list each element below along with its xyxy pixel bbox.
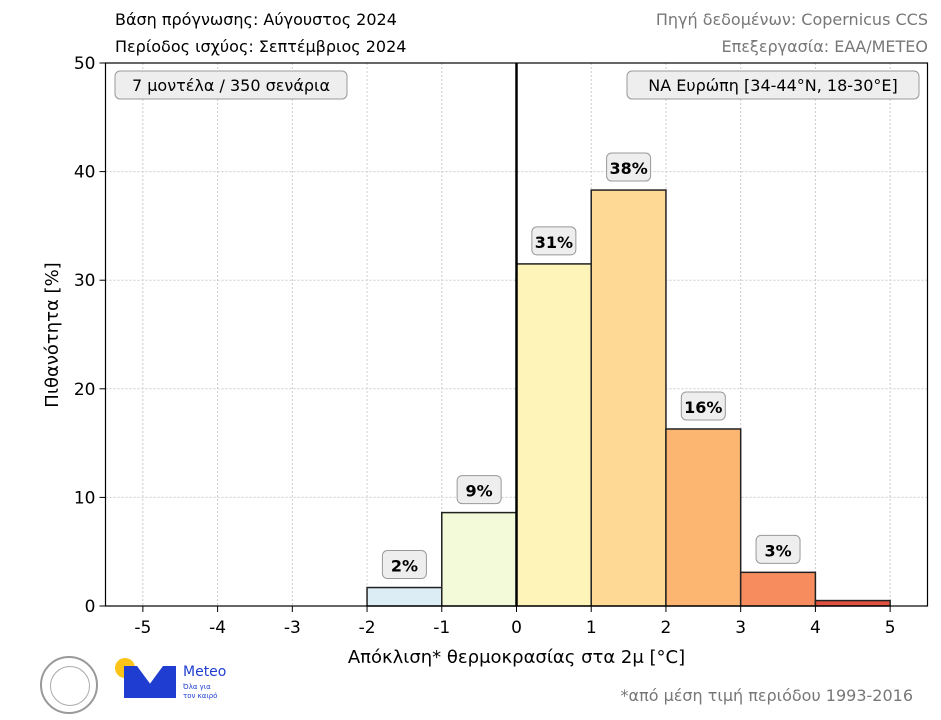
bar-label-box: [531, 226, 577, 256]
x-tick-label: 1: [586, 618, 597, 638]
data-source: Πηγή δεδομένων: Copernicus CCS: [655, 10, 928, 29]
bar-label-box: [456, 475, 502, 505]
x-tick-label: 0: [511, 618, 522, 638]
noa-logo: [40, 656, 98, 714]
y-axis-label: Πιθανότητα [%]: [42, 262, 63, 407]
annotation-left-box: [114, 70, 348, 100]
bar-0-1: [515, 263, 592, 607]
bar-label: 2%: [391, 557, 418, 576]
y-tick-label: 10: [74, 488, 96, 508]
plot-frame: [104, 62, 929, 607]
bar-2-3: [665, 428, 742, 607]
x-tick-label: -4: [209, 618, 226, 638]
y-tick-label: 40: [74, 163, 96, 183]
y-tick-label: 50: [74, 54, 96, 74]
x-tick-label: -5: [134, 618, 151, 638]
bar-label: 3%: [764, 541, 791, 560]
bar-label: 38%: [609, 159, 647, 178]
footnote: *από μέση τιμή περιόδου 1993-2016: [620, 686, 913, 705]
bar-label-box: [606, 152, 652, 182]
bar-1-2: [590, 189, 667, 607]
meteo-logo: Meteo Όλα για τον καιρό: [115, 658, 235, 703]
bar-label: 31%: [535, 233, 573, 252]
annotation-right: ΝΑ Ευρώπη [34-44°N, 18-30°E]: [648, 76, 898, 95]
x-tick-label: 3: [735, 618, 746, 638]
x-axis-label: Απόκλιση* θερμοκρασίας στα 2μ [°C]: [348, 647, 685, 668]
x-tick-label: -1: [433, 618, 450, 638]
bar--1-0: [441, 511, 518, 607]
processing: Επεξεργασία: ΕΑΑ/METEO: [721, 37, 929, 56]
x-tick-label: 4: [810, 618, 821, 638]
bar-label-box: [680, 391, 726, 421]
y-tick-label: 20: [74, 380, 96, 400]
valid-period: Περίοδος ισχύος: Σεπτέμβριος 2024: [115, 37, 407, 56]
bar-4-5: [814, 599, 891, 607]
bar-label-box: [381, 550, 427, 580]
bar-label-box: [755, 534, 801, 564]
x-tick-label: -3: [284, 618, 301, 638]
annotation-left: 7 μοντέλα / 350 σενάρια: [132, 76, 330, 95]
y-tick-label: 30: [74, 271, 96, 291]
annotation-right-box: [626, 70, 920, 100]
bar-3-4: [739, 571, 817, 607]
bar-label: 16%: [684, 398, 722, 417]
x-tick-label: 5: [885, 618, 896, 638]
bar--2--1: [366, 586, 443, 607]
y-tick-label: 0: [85, 597, 96, 617]
bar-label: 9%: [466, 482, 493, 501]
x-tick-label: -2: [359, 618, 376, 638]
forecast-base: Βάση πρόγνωσης: Αύγουστος 2024: [115, 10, 397, 29]
x-tick-label: 2: [661, 618, 672, 638]
